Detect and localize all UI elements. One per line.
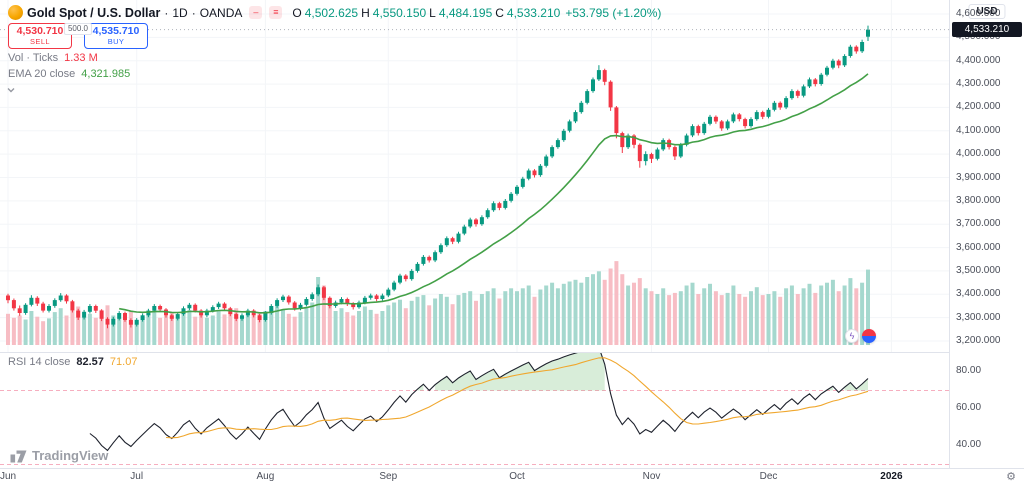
ema-line — [119, 73, 869, 314]
close-value: 4,533.210 — [506, 5, 561, 20]
price-tick-label: 3,700.000 — [956, 218, 1001, 230]
watermark: TradingView — [10, 448, 108, 463]
price-tick-label: 3,300.000 — [956, 311, 1001, 323]
exchange-label: OANDA — [199, 5, 243, 20]
legend-block: Gold Spot / U.S. Dollar · 1D · OANDA – ≡… — [8, 4, 661, 21]
currency-toggle[interactable]: USD — [968, 4, 1006, 19]
gold-symbol-icon — [8, 5, 23, 20]
price-axis[interactable]: USD 4,533.210 4,600.0004,500.0004,400.00… — [949, 0, 1024, 468]
price-tick-label: 4,200.000 — [956, 101, 1001, 113]
open-value: 4,502.625 — [304, 5, 359, 20]
price-tick-label: 3,800.000 — [956, 194, 1001, 206]
ema-label: EMA 20 close — [8, 68, 76, 80]
rsi-overbought-fill — [435, 353, 605, 391]
ema-legend[interactable]: EMA 20 close 4,321.985 — [8, 66, 130, 82]
time-tick-label: Sep — [379, 471, 398, 482]
symbol-title[interactable]: Gold Spot / U.S. Dollar — [27, 5, 161, 20]
price-tick-label: 3,200.000 — [956, 335, 1001, 346]
rsi-ma-value: 71.07 — [109, 356, 138, 368]
volume-layer — [6, 261, 870, 345]
price-tick-label: 3,400.000 — [956, 288, 1001, 300]
legend-collapse-icon[interactable] — [5, 84, 17, 96]
grid-layer — [0, 0, 949, 352]
high-label: H — [361, 5, 370, 20]
price-chart-canvas[interactable] — [0, 0, 949, 352]
time-tick-label: 2026 — [880, 471, 903, 482]
separator-dot: · — [164, 5, 169, 20]
rsi-tick-label: 60.00 — [956, 402, 982, 413]
buy-label: BUY — [107, 37, 125, 46]
price-tick-label: 4,600.000 — [956, 8, 1001, 19]
quick-trade-order-icon[interactable] — [862, 329, 876, 343]
rsi-tick-label: 80.00 — [956, 365, 982, 376]
close-label: C — [495, 5, 504, 20]
sell-price: 4,530.710 — [16, 25, 64, 37]
trade-bubbles: ϟ — [845, 329, 876, 343]
rsi-label: RSI 14 close — [8, 356, 71, 368]
volume-legend[interactable]: Vol · Ticks 1.33 M — [8, 50, 130, 66]
open-label: O — [292, 5, 302, 20]
price-tick-label: 3,600.000 — [956, 241, 1001, 253]
symbol-legend[interactable]: Gold Spot / U.S. Dollar · 1D · OANDA – ≡… — [8, 4, 661, 21]
time-tick-label: Aug — [256, 471, 275, 482]
ohlc-readout: O 4,502.625 H 4,550.150 L 4,484.195 C 4,… — [292, 6, 661, 20]
time-tick-label: Nov — [642, 471, 661, 482]
time-axis[interactable]: ⚙ Jun Jul Aug Sep Oct Nov Dec 2026 — [0, 468, 1024, 484]
rsi-ma-line — [165, 357, 869, 439]
legend-menu-icon[interactable]: ≡ — [269, 6, 283, 19]
sell-label: SELL — [30, 37, 50, 46]
time-tick-label: Jul — [130, 471, 144, 482]
low-label: L — [429, 5, 436, 20]
axis-settings-icon[interactable]: ⚙ — [1006, 471, 1016, 483]
candles-layer — [6, 25, 870, 329]
time-tick-label: Jun — [0, 471, 17, 482]
rsi-legend[interactable]: RSI 14 close 82.57 71.07 — [8, 356, 137, 368]
indicator-legends: Vol · Ticks 1.33 M EMA 20 close 4,321.98… — [8, 50, 130, 82]
interval-label[interactable]: 1D — [172, 5, 188, 20]
price-tick-label: 4,100.000 — [956, 124, 1001, 136]
spread-value: 500.0 — [63, 23, 93, 35]
legend-minus-icon[interactable]: – — [249, 6, 263, 19]
price-tick-label: 3,900.000 — [956, 171, 1001, 183]
ema-value: 4,321.985 — [81, 68, 131, 80]
volume-label: Vol · Ticks — [8, 52, 59, 64]
quick-trade-widget: 4,530.710 SELL 4,535.710 BUY 500.0 — [8, 23, 148, 49]
quick-trade-lightning-icon[interactable]: ϟ — [845, 329, 859, 343]
separator-dot: · — [191, 5, 196, 20]
volume-value: 1.33 M — [64, 52, 98, 64]
price-tick-label: 4,300.000 — [956, 78, 1001, 90]
tradingview-logo-icon — [10, 450, 27, 463]
rsi-pane[interactable]: RSI 14 close 82.57 71.07 TradingView — [0, 352, 949, 468]
price-tick-label: 4,400.000 — [956, 54, 1001, 66]
rsi-chart-canvas[interactable] — [0, 353, 949, 468]
buy-button[interactable]: 4,535.710 BUY — [84, 23, 148, 49]
price-tick-label: 4,000.000 — [956, 148, 1001, 160]
time-tick-label: Dec — [759, 471, 778, 482]
rsi-tick-label: 40.00 — [956, 439, 982, 450]
time-tick-label: Oct — [509, 471, 525, 482]
sell-button[interactable]: 4,530.710 SELL — [8, 23, 72, 49]
change-value: +53.795 (+1.20%) — [565, 5, 662, 20]
low-value: 4,484.195 — [438, 5, 493, 20]
price-tick-label: 3,500.000 — [956, 264, 1001, 276]
main-price-pane[interactable]: Gold Spot / U.S. Dollar · 1D · OANDA – ≡… — [0, 0, 949, 352]
rsi-value: 82.57 — [76, 356, 104, 368]
last-price-badge: 4,533.210 — [952, 22, 1022, 38]
buy-price: 4,535.710 — [92, 25, 140, 37]
rsi-overbought-fill — [844, 378, 868, 391]
rsi-line — [89, 353, 869, 452]
watermark-text: TradingView — [32, 448, 109, 463]
high-value: 4,550.150 — [372, 5, 427, 20]
